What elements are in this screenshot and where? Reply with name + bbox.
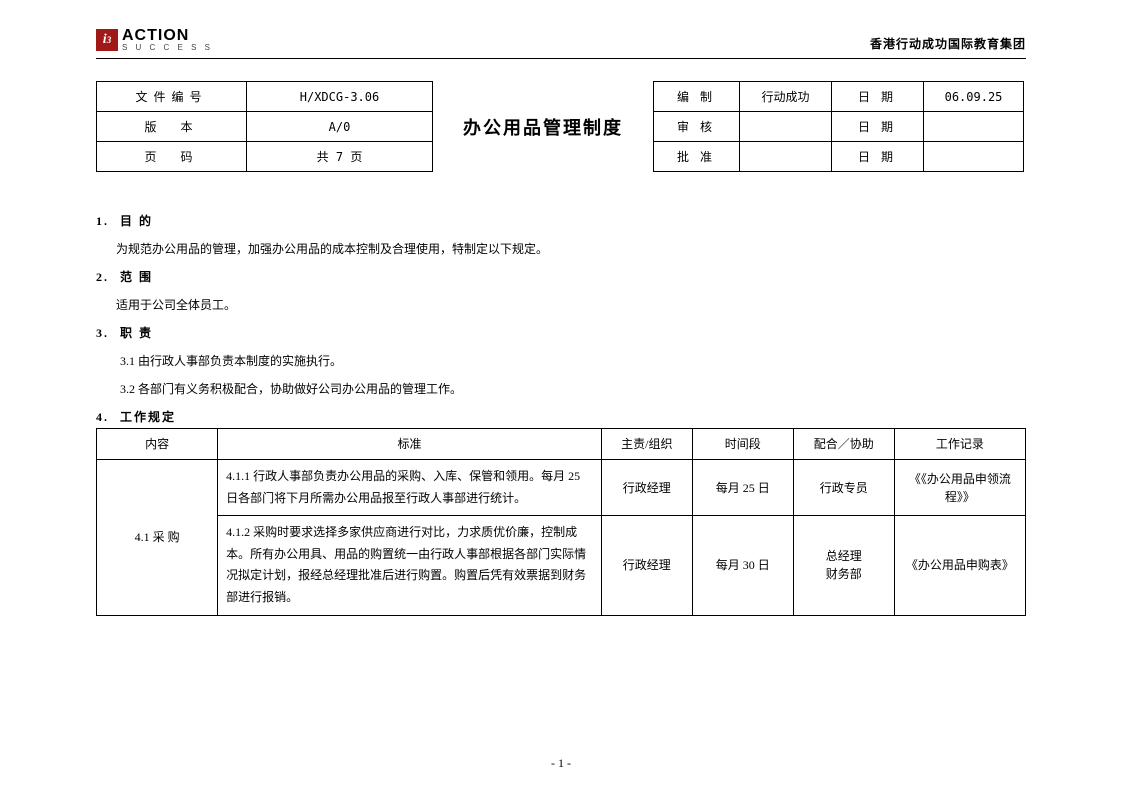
table-header: 主责/组织 [601,429,692,460]
paragraph: 适用于公司全体员工。 [116,296,1026,314]
meta-right-table: 编 制 行动成功 日 期 06.09.25 审 核 日 期 批 准 日 期 [653,81,1024,172]
section-title: 工作规定 [120,408,176,426]
sub-paragraph: 3.1 由行政人事部负责本制度的实施执行。 [120,352,1026,370]
content-body: 1. 目 的 为规范办公用品的管理，加强办公用品的成本控制及合理使用，特制定以下… [96,212,1026,616]
work-rules-table: 内容 标准 主责/组织 时间段 配合／协助 工作记录 4.1 采 购 4.1.1… [96,428,1026,616]
logo: i3 ACTION S U C C E S S [96,28,213,52]
meta-label: 日 期 [832,112,924,142]
section-number: 1. [96,212,120,230]
document-title: 办公用品管理制度 [433,81,653,172]
meta-value: 行动成功 [740,82,832,112]
meta-value [924,142,1024,172]
section-title: 目 的 [120,212,153,230]
table-header: 工作记录 [894,429,1025,460]
logo-main: ACTION [122,28,213,44]
meta-label: 日 期 [832,142,924,172]
meta-value: H/XDCG-3.06 [247,82,433,112]
meta-label: 审 核 [654,112,740,142]
table-cell: 4.1.1 行政人事部负责办公用品的采购、入库、保管和领用。每月 25 日各部门… [218,460,602,516]
metadata-block: 文件编号 H/XDCG-3.06 版 本 A/0 页 码 共 7 页 办公用品管… [96,81,1026,172]
section-number: 2. [96,268,120,286]
table-cell: 《办公用品申购表》 [894,516,1025,615]
table-cell: 《《办公用品申领流程》》 [894,460,1025,516]
meta-value: 06.09.25 [924,82,1024,112]
table-header: 时间段 [692,429,793,460]
paragraph: 为规范办公用品的管理，加强办公用品的成本控制及合理使用，特制定以下规定。 [116,240,1026,258]
section-number: 3. [96,324,120,342]
meta-label: 页 码 [97,142,247,172]
table-cell: 每月 25 日 [692,460,793,516]
table-cell: 每月 30 日 [692,516,793,615]
table-header: 内容 [97,429,218,460]
meta-value [924,112,1024,142]
logo-sub: S U C C E S S [122,44,213,52]
table-cell: 总经理 财务部 [793,516,894,615]
meta-value: 共 7 页 [247,142,433,172]
table-cell: 4.1.2 采购时要求选择多家供应商进行对比，力求质优价廉，控制成本。所有办公用… [218,516,602,615]
meta-label: 文件编号 [97,82,247,112]
table-cell: 行政专员 [793,460,894,516]
meta-label: 批 准 [654,142,740,172]
meta-value: A/0 [247,112,433,142]
section-number: 4. [96,408,120,426]
meta-value [740,112,832,142]
meta-label: 日 期 [832,82,924,112]
meta-value [740,142,832,172]
organization-name: 香港行动成功国际教育集团 [870,35,1026,52]
logo-mark-icon: i3 [96,29,118,51]
table-cell: 行政经理 [601,460,692,516]
table-header: 配合／协助 [793,429,894,460]
section-title: 职 责 [120,324,153,342]
section-title: 范 围 [120,268,153,286]
table-cell: 行政经理 [601,516,692,615]
meta-left-table: 文件编号 H/XDCG-3.06 版 本 A/0 页 码 共 7 页 [96,81,433,172]
meta-label: 编 制 [654,82,740,112]
table-cell-group: 4.1 采 购 [97,460,218,616]
table-header: 标准 [218,429,602,460]
meta-label: 版 本 [97,112,247,142]
sub-paragraph: 3.2 各部门有义务积极配合，协助做好公司办公用品的管理工作。 [120,380,1026,398]
header-rule [96,58,1026,59]
page-number: - 1 - [0,756,1122,771]
